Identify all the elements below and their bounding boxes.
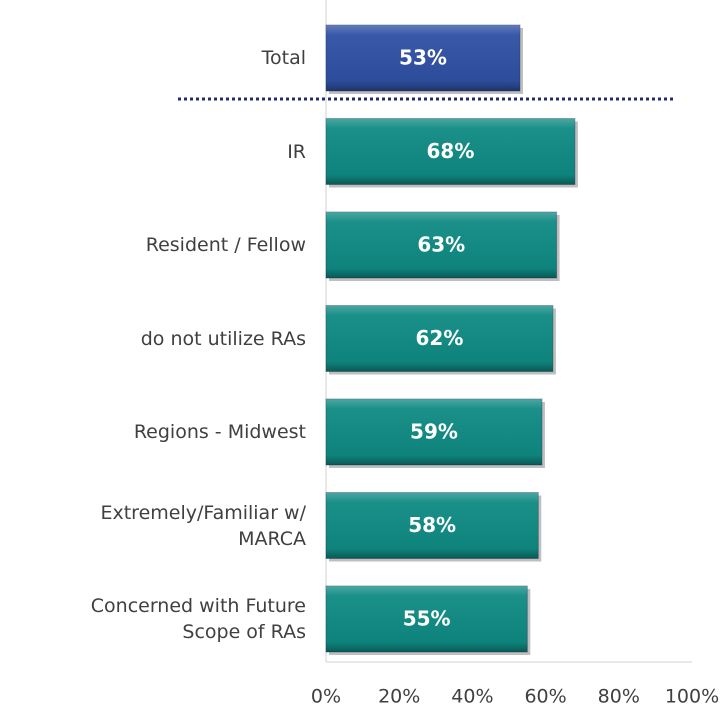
bar-bevel: [326, 25, 520, 91]
value-label: 59%: [410, 420, 458, 444]
x-tick-label: 60%: [524, 686, 566, 708]
category-label: Total: [261, 47, 306, 69]
category-label: Resident / Fellow: [145, 234, 306, 256]
value-label: 55%: [403, 607, 451, 631]
x-tick-label: 0%: [311, 686, 341, 708]
category-label: Concerned with Future Scope of RAs: [90, 595, 306, 643]
category-label: Regions - Midwest: [133, 421, 306, 443]
bar-bevel: [326, 212, 557, 278]
x-tick-label: 20%: [378, 686, 420, 708]
category-label: IR: [287, 140, 306, 163]
value-label: 53%: [399, 46, 447, 70]
value-label: 62%: [416, 326, 464, 350]
value-label: 58%: [408, 513, 456, 537]
x-tick-label: 40%: [451, 686, 493, 708]
x-tick-label: 100%: [665, 686, 719, 708]
category-label: do not utilize RAs: [140, 327, 306, 350]
category-label: Extremely/Familiar w/ MARCA: [100, 501, 306, 550]
bar-bevel: [326, 305, 553, 372]
bar-bevel: [326, 586, 528, 652]
value-label: 63%: [417, 233, 465, 257]
x-tick-label: 80%: [598, 686, 640, 708]
bar-bevel: [326, 399, 542, 465]
value-label: 68%: [427, 139, 475, 163]
bar-bevel: [326, 118, 575, 185]
bar-bevel: [326, 492, 539, 559]
